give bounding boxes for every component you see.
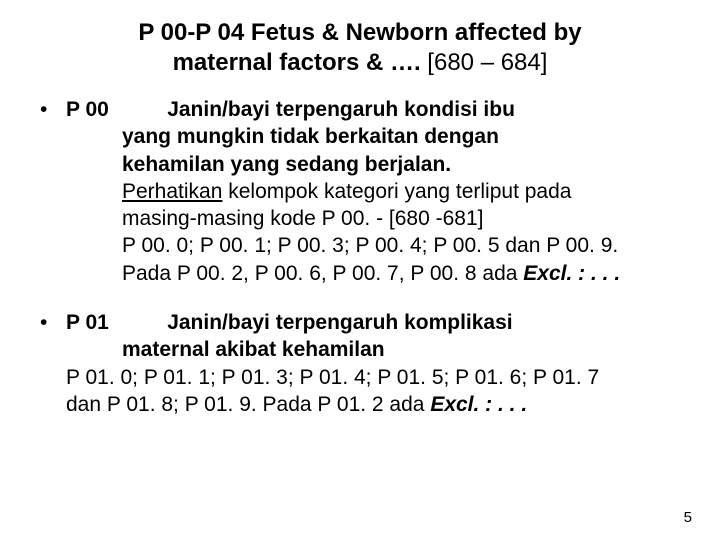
bullet-mark: • (40, 96, 66, 287)
p00-line6: P 00. 0; P 00. 1; P 00. 3; P 00. 4; P 00… (122, 234, 618, 257)
p01-bold2: maternal akibat kehamilan (66, 336, 680, 363)
title-line2-bold: maternal factors & …. (173, 49, 421, 76)
bullet-content: P 01 Janin/bayi terpengaruh komplikasi m… (66, 309, 680, 418)
slide-body: • P 00 Janin/bayi terpengaruh kondisi ib… (40, 96, 680, 418)
slide-title: P 00-P 04 Fetus & Newborn affected by ma… (40, 18, 680, 78)
bullet-item-p01: • P 01 Janin/bayi terpengaruh komplikasi… (40, 309, 680, 418)
p00-bold2: yang mungkin tidak berkaitan dengan (122, 125, 499, 148)
title-line1: P 00-P 04 Fetus & Newborn affected by (138, 19, 581, 46)
p00-line5: masing-masing kode P 00. - [680 -681] (122, 207, 483, 230)
p01-line3: P 01. 0; P 01. 1; P 01. 3; P 01. 4; P 01… (66, 364, 680, 391)
p00-line7a: Pada P 00. 2, P 00. 6, P 00. 7, P 00. 8 … (122, 262, 523, 285)
page-number: 5 (684, 509, 692, 526)
bullet-content: P 00 Janin/bayi terpengaruh kondisi ibu … (66, 96, 680, 287)
title-range: [680 – 684] (421, 49, 548, 76)
code-p01: P 01 (66, 311, 109, 334)
p00-excl: Excl. : . . . (523, 262, 620, 285)
p00-bold3: kehamilan yang sedang berjalan. (122, 153, 451, 176)
bullet-mark: • (40, 309, 66, 418)
p01-line4a: dan P 01. 8; P 01. 9. Pada P 01. 2 ada (66, 393, 430, 416)
bullet-item-p00: • P 00 Janin/bayi terpengaruh kondisi ib… (40, 96, 680, 287)
p00-head: Janin/bayi terpengaruh kondisi ibu (167, 98, 515, 121)
p00-line4-rest: kelompok kategori yang terliput pada (222, 180, 571, 203)
p01-head: Janin/bayi terpengaruh komplikasi (167, 311, 512, 334)
p00-perhatikan: Perhatikan (122, 180, 222, 203)
p00-indent: yang mungkin tidak berkaitan dengan keha… (66, 123, 680, 287)
p01-line4: dan P 01. 8; P 01. 9. Pada P 01. 2 ada E… (66, 391, 680, 418)
p01-excl: Excl. : . . . (430, 393, 527, 416)
code-p00: P 00 (66, 98, 109, 121)
slide: P 00-P 04 Fetus & Newborn affected by ma… (0, 0, 720, 540)
